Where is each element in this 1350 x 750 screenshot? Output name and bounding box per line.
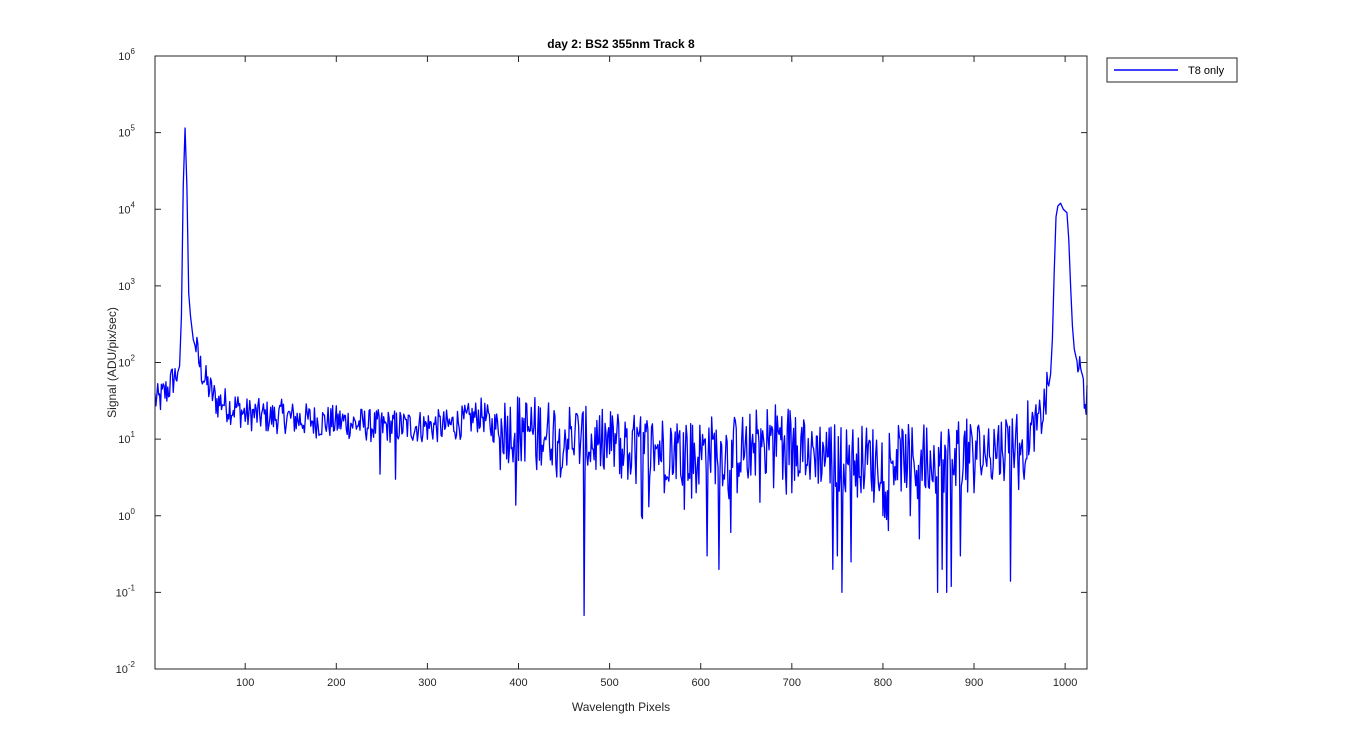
chart-title: day 2: BS2 355nm Track 8 xyxy=(547,37,695,51)
x-tick-label: 200 xyxy=(327,677,345,689)
x-tick-label: 500 xyxy=(600,677,618,689)
y-tick-label: 102 xyxy=(118,354,135,370)
plot-area xyxy=(155,56,1087,669)
y-tick-label: 10-1 xyxy=(116,583,136,599)
y-tick-label: 10-2 xyxy=(116,660,136,676)
y-tick-label: 106 xyxy=(118,47,135,63)
x-axis-label: Wavelength Pixels xyxy=(572,700,670,714)
x-tick-label: 800 xyxy=(874,677,892,689)
x-tick-label: 600 xyxy=(692,677,710,689)
x-tick-label: 300 xyxy=(418,677,436,689)
y-tick-label: 100 xyxy=(118,507,135,523)
legend-entry-label: T8 only xyxy=(1188,65,1225,77)
y-tick-label: 104 xyxy=(118,200,135,216)
x-tick-label: 900 xyxy=(965,677,983,689)
legend: T8 only xyxy=(1106,57,1238,83)
tick-layer: 100 200 300 400 500 600 700 800 900 1000 10-2 10-1 1… xyxy=(116,47,1087,689)
x-tick-label: 1000 xyxy=(1053,677,1077,689)
x-tick-label: 400 xyxy=(509,677,527,689)
y-tick-label: 101 xyxy=(118,430,135,446)
x-tick-label: 100 xyxy=(236,677,254,689)
series-line-t8-only xyxy=(154,127,1088,617)
y-tick-label: 103 xyxy=(118,277,135,293)
series-layer xyxy=(154,127,1088,617)
y-tick-label: 105 xyxy=(118,124,135,140)
x-tick-label: 700 xyxy=(783,677,801,689)
y-axis-label: Signal (ADU/pix/sec) xyxy=(105,307,119,418)
